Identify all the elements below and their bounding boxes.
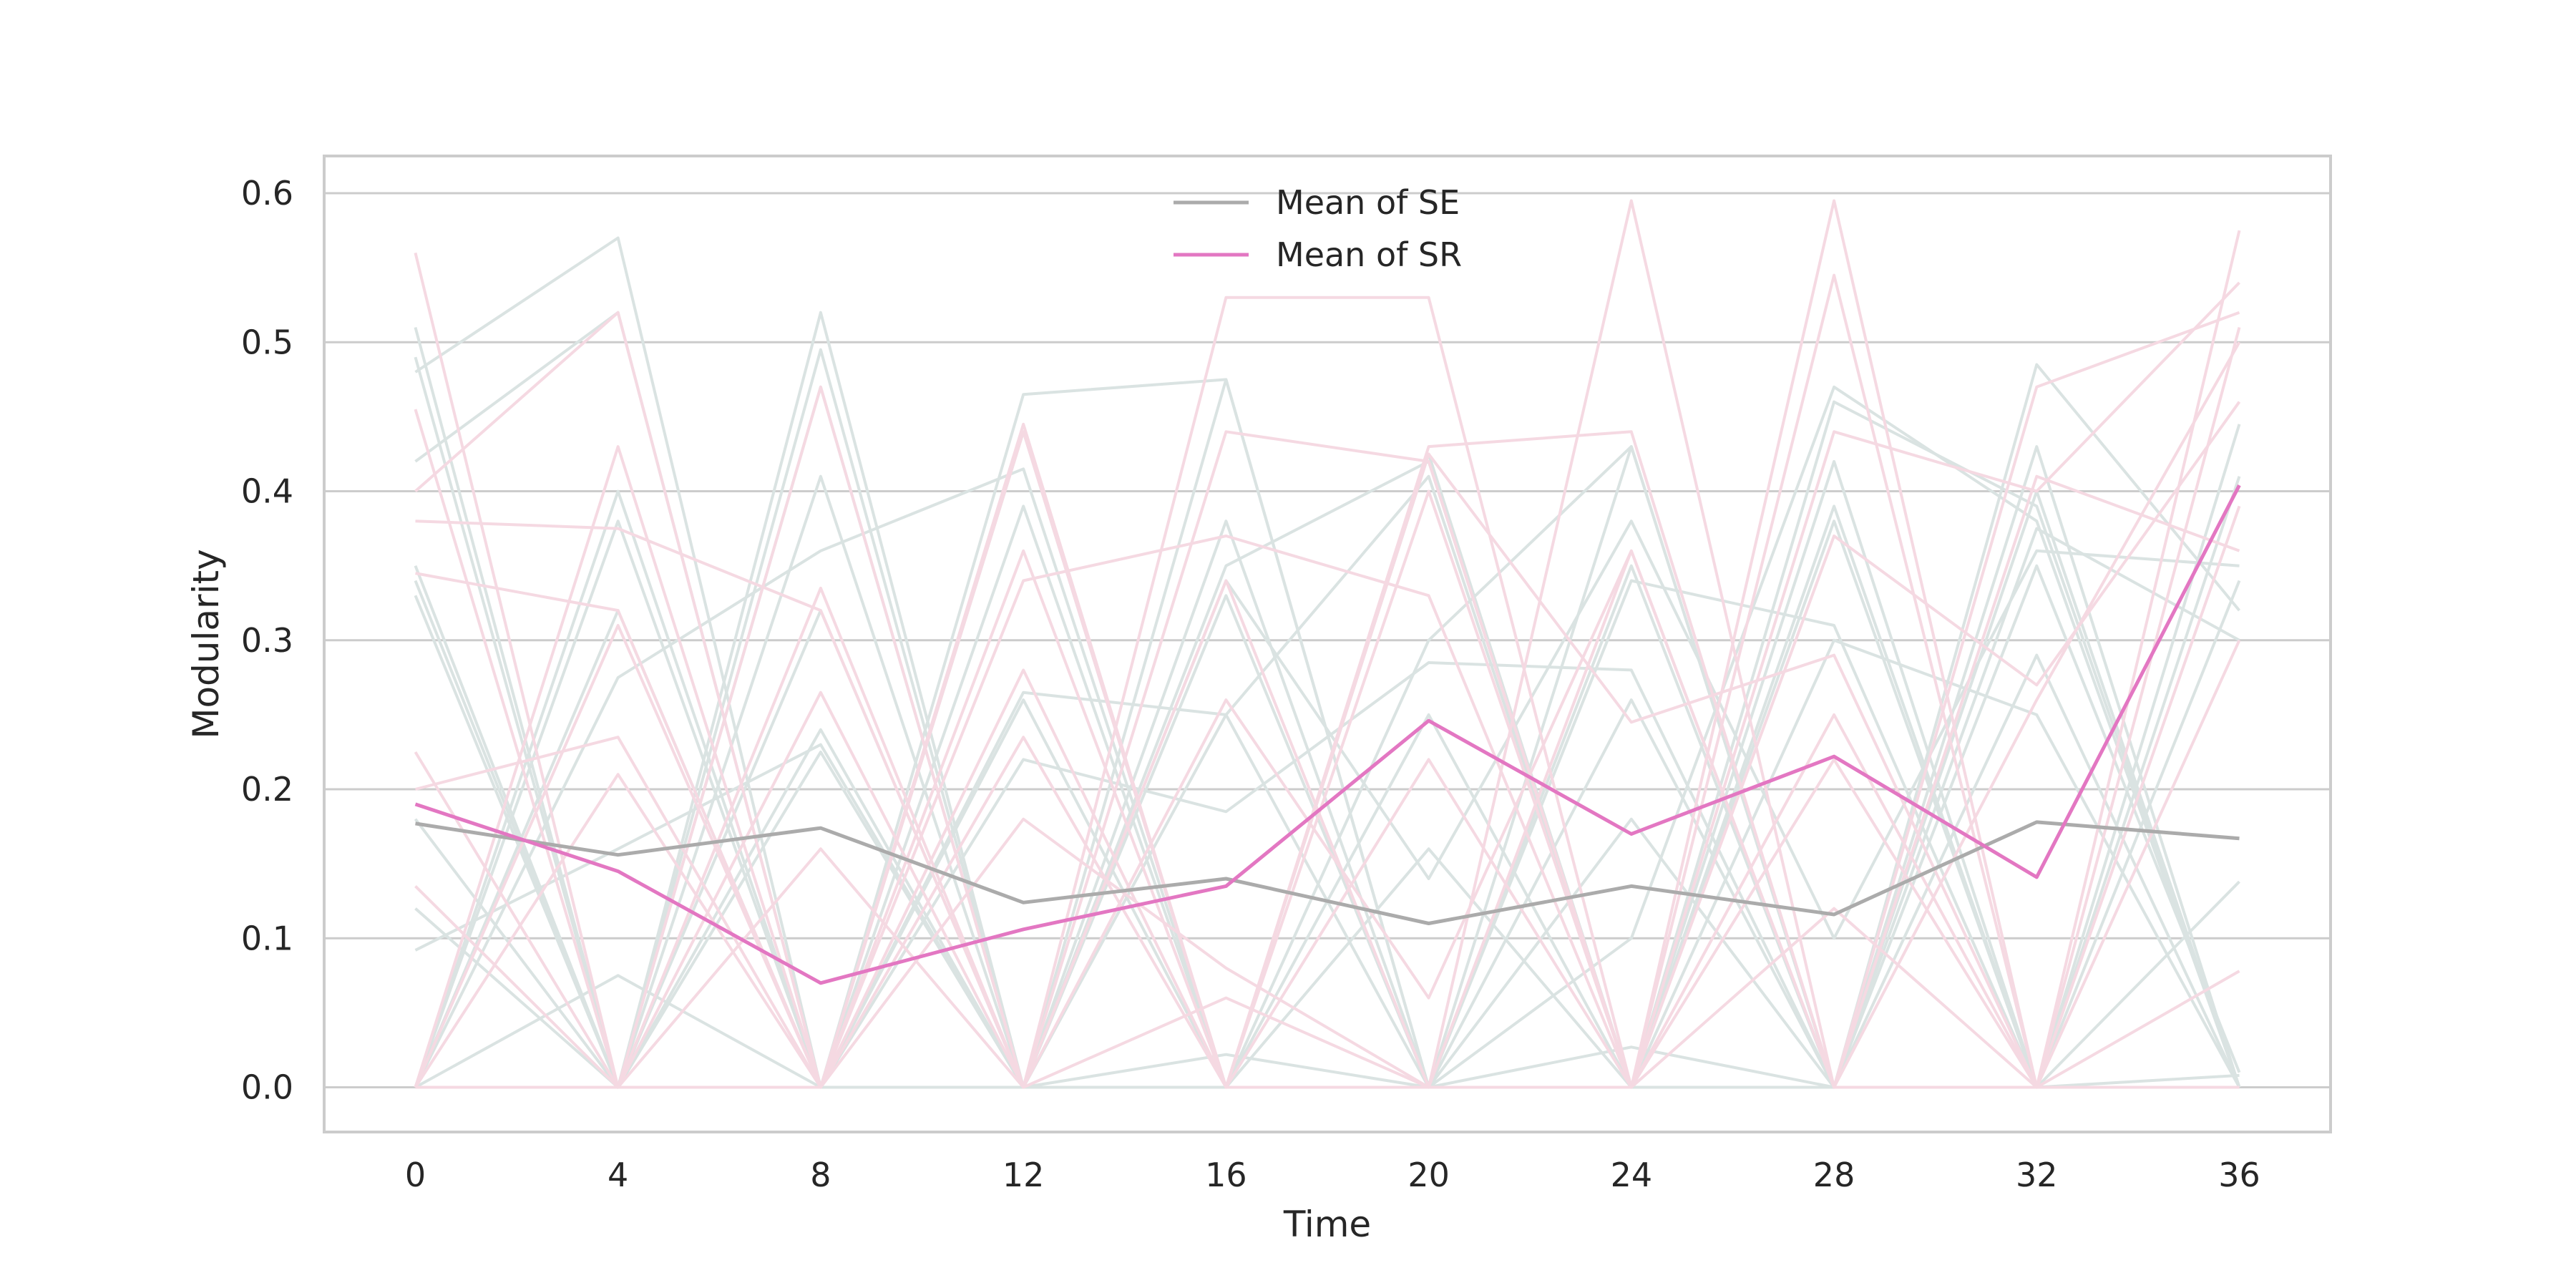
individual-line-se-5 <box>414 474 2241 1089</box>
y-tick-label-4: 0.4 <box>241 472 293 511</box>
x-tick-label-4: 4 <box>608 1156 628 1194</box>
x-tick-label-16: 16 <box>1205 1156 1247 1194</box>
y-axis-tick-labels: 0.0 0.1 0.2 0.3 0.4 0.5 0.6 <box>241 174 293 1106</box>
individual-line-sr-26 <box>414 624 2240 1089</box>
y-tick-label-5: 0.5 <box>241 323 293 361</box>
x-tick-label-20: 20 <box>1407 1156 1450 1194</box>
individual-line-sr-22 <box>414 452 2241 1089</box>
individual-line-se-11 <box>414 519 2240 1089</box>
x-tick-label-32: 32 <box>2016 1156 2058 1194</box>
individual-line-sr-27 <box>415 579 2240 1089</box>
y-tick-label-2: 0.2 <box>241 770 293 809</box>
legend: Mean of SE Mean of SR <box>1174 183 1462 274</box>
plot-frame <box>323 155 2332 1133</box>
legend-label-mean-of-se: Mean of SE <box>1276 183 1460 222</box>
mean-line-sr <box>414 484 2241 985</box>
x-axis-tick-labels: 0 4 8 12 16 20 24 28 32 36 <box>405 1156 2260 1194</box>
x-tick-label-8: 8 <box>810 1156 831 1194</box>
individual-line-sr-17 <box>414 199 2240 1089</box>
individual-line-sr-20 <box>415 281 2240 1089</box>
x-tick-label-36: 36 <box>2218 1156 2260 1194</box>
y-axis-label: Modularity <box>185 549 227 738</box>
individual-line-sr-23 <box>414 474 2240 1089</box>
individual-series-lines <box>414 199 2241 1089</box>
x-tick-label-0: 0 <box>405 1156 426 1194</box>
y-tick-label-0: 0.0 <box>241 1068 293 1107</box>
x-axis-label: Time <box>1283 1204 1371 1245</box>
x-tick-label-12: 12 <box>1002 1156 1045 1194</box>
individual-line-se-2 <box>414 326 2241 1089</box>
x-tick-label-28: 28 <box>1813 1156 1855 1194</box>
y-tick-label-6: 0.6 <box>241 174 293 213</box>
individual-line-se-6 <box>414 424 2241 1089</box>
mean-series-lines <box>414 484 2241 985</box>
individual-line-sr-25 <box>414 341 2241 1089</box>
individual-line-se-15 <box>415 1045 2240 1089</box>
y-tick-label-1: 0.1 <box>241 919 293 957</box>
individual-line-sr-24 <box>415 639 2241 1089</box>
x-tick-label-24: 24 <box>1611 1156 1653 1194</box>
mean-line-se <box>415 820 2240 925</box>
legend-label-mean-of-sr: Mean of SR <box>1276 235 1462 274</box>
individual-line-sr-18 <box>414 273 2241 1089</box>
individual-line-sr-16 <box>414 199 2241 1089</box>
y-tick-label-3: 0.3 <box>241 621 293 660</box>
individual-line-sr-21 <box>415 401 2241 1089</box>
